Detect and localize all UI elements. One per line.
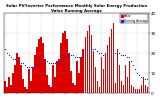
Bar (66, 39, 68, 93)
Bar (147, 87, 148, 93)
Bar (145, 85, 146, 93)
Bar (111, 29, 112, 93)
Bar (50, 87, 52, 93)
Legend: Value, Running Average: Value, Running Average (120, 14, 148, 24)
Bar (38, 39, 40, 93)
Bar (20, 65, 22, 93)
Bar (131, 85, 132, 93)
Bar (92, 51, 94, 93)
Bar (36, 47, 38, 93)
Bar (62, 33, 64, 93)
Bar (58, 59, 60, 93)
Bar (113, 23, 114, 93)
Bar (79, 73, 80, 93)
Bar (22, 79, 24, 93)
Bar (103, 69, 104, 93)
Bar (119, 65, 120, 93)
Bar (121, 81, 122, 93)
Bar (83, 49, 84, 93)
Bar (16, 53, 18, 93)
Bar (34, 55, 36, 93)
Bar (141, 85, 142, 93)
Bar (87, 31, 88, 93)
Bar (40, 37, 42, 93)
Bar (104, 53, 106, 93)
Bar (64, 31, 66, 93)
Bar (44, 59, 46, 93)
Bar (54, 77, 56, 93)
Bar (95, 67, 96, 93)
Bar (46, 75, 48, 93)
Bar (12, 73, 14, 93)
Bar (135, 89, 136, 93)
Bar (68, 53, 70, 93)
Bar (133, 87, 134, 93)
Bar (4, 81, 6, 93)
Bar (32, 67, 34, 93)
Bar (139, 89, 140, 93)
Bar (127, 77, 128, 93)
Bar (88, 25, 90, 93)
Bar (8, 77, 10, 93)
Bar (52, 65, 54, 93)
Bar (123, 85, 124, 93)
Bar (143, 77, 144, 93)
Bar (26, 89, 28, 93)
Bar (91, 35, 92, 93)
Bar (125, 65, 126, 93)
Bar (115, 83, 116, 93)
Bar (60, 43, 62, 93)
Bar (117, 49, 118, 93)
Bar (108, 37, 110, 93)
Bar (76, 61, 78, 93)
Bar (107, 45, 108, 93)
Bar (96, 81, 98, 93)
Title: Solar PV/Inverter Performance Monthly Solar Energy Production Value Running Aver: Solar PV/Inverter Performance Monthly So… (6, 4, 147, 13)
Bar (48, 85, 50, 93)
Bar (129, 61, 130, 93)
Bar (28, 69, 30, 93)
Bar (14, 65, 16, 93)
Bar (42, 43, 44, 93)
Bar (80, 57, 82, 93)
Bar (18, 57, 20, 93)
Bar (84, 37, 86, 93)
Bar (6, 87, 8, 93)
Bar (100, 57, 102, 93)
Bar (99, 87, 100, 93)
Bar (56, 61, 58, 93)
Bar (24, 87, 26, 93)
Bar (70, 71, 72, 93)
Bar (72, 83, 74, 93)
Bar (30, 81, 32, 93)
Bar (137, 89, 138, 93)
Bar (74, 85, 76, 93)
Bar (10, 85, 12, 93)
